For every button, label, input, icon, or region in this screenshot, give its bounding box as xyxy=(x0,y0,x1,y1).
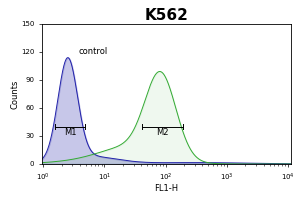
Text: M1: M1 xyxy=(64,128,76,137)
Title: K562: K562 xyxy=(145,8,188,23)
Text: M2: M2 xyxy=(156,128,169,137)
Y-axis label: Counts: Counts xyxy=(11,79,20,109)
X-axis label: FL1-H: FL1-H xyxy=(154,184,178,193)
Text: control: control xyxy=(79,47,108,56)
